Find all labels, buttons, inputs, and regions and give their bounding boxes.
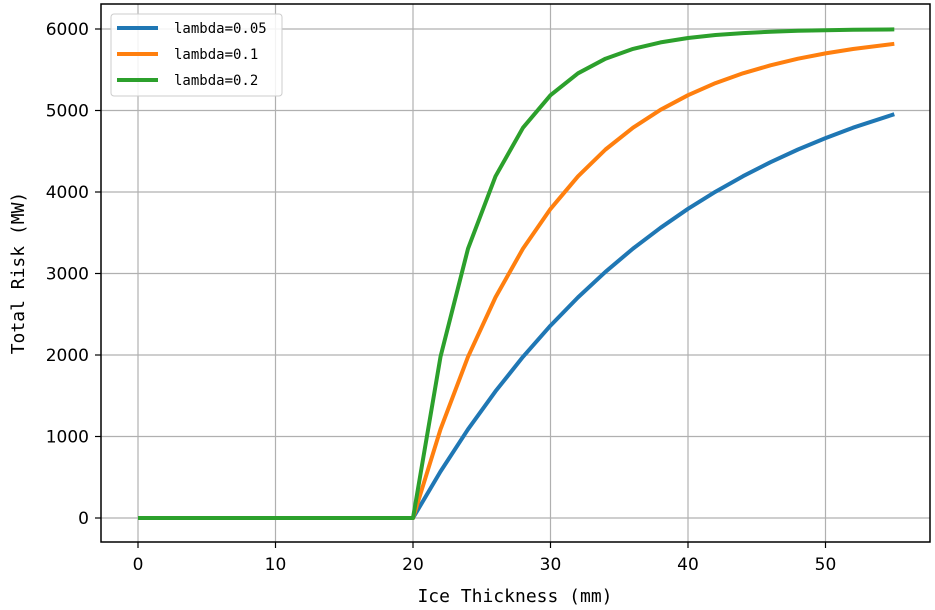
legend-label: lambda=0.05 — [174, 21, 267, 37]
y-tick-label: 0 — [78, 509, 89, 529]
legend-box — [110, 13, 283, 97]
series-lines — [138, 27, 895, 520]
series-line-2 — [138, 27, 895, 520]
legend-label: lambda=0.1 — [174, 47, 258, 63]
y-tick-label: 2000 — [46, 346, 89, 366]
x-tick-label: 30 — [540, 555, 562, 575]
y-tick-label: 6000 — [46, 20, 89, 40]
y-tick-label: 3000 — [46, 265, 89, 285]
legend: lambda=0.05 lambda=0.1 lambda=0.2 — [110, 13, 283, 97]
x-axis-ticks: 0 10 20 30 40 50 — [133, 542, 837, 575]
grid-lines — [101, 4, 930, 542]
legend-label: lambda=0.2 — [174, 73, 258, 89]
x-tick-label: 20 — [402, 555, 424, 575]
series-line-1 — [138, 41, 895, 520]
y-tick-label: 1000 — [46, 428, 89, 448]
y-axis-ticks: 0 1000 2000 3000 4000 5000 6000 — [46, 20, 101, 529]
y-tick-label: 5000 — [46, 102, 89, 122]
series-line-0 — [138, 112, 895, 520]
x-tick-label: 10 — [265, 555, 287, 575]
y-axis-label: Total Risk (MW) — [8, 192, 29, 355]
x-axis-label: Ice Thickness (mm) — [417, 586, 612, 607]
y-tick-label: 4000 — [46, 183, 89, 203]
x-tick-label: 0 — [133, 555, 144, 575]
x-tick-label: 40 — [677, 555, 699, 575]
x-tick-label: 50 — [815, 555, 837, 575]
